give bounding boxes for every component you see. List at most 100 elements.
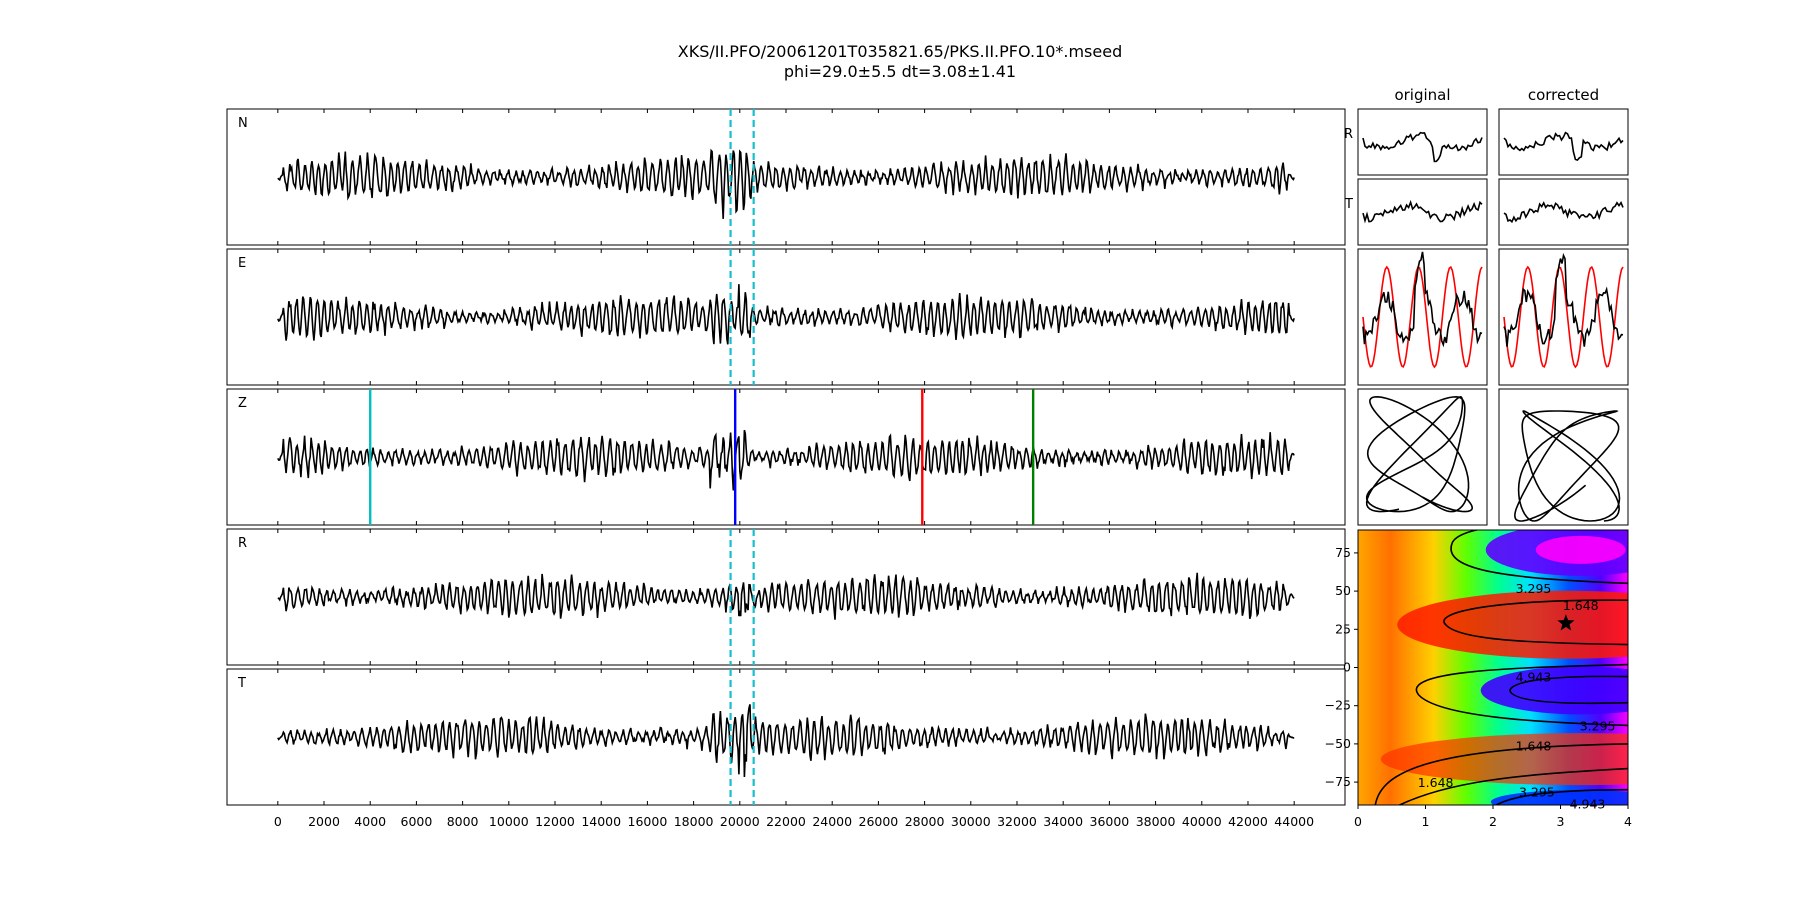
trace-axes-frame — [226, 528, 1346, 666]
column-title-corrected: corrected — [1528, 86, 1599, 104]
component-trace — [1503, 252, 1624, 347]
waveform-R — [277, 572, 1295, 620]
pm-panel-r3-c0 — [1357, 388, 1488, 526]
component-trace — [1362, 131, 1483, 163]
contour-3.295 — [1450, 530, 1628, 585]
x-tick-label: 14000 — [581, 814, 621, 829]
trace-label-T: T — [237, 676, 246, 691]
pm-panel-r1-c0 — [1357, 178, 1488, 246]
x-tick-label: 38000 — [1136, 814, 1176, 829]
pm-panel-r0-c0 — [1357, 108, 1488, 176]
trace-label-E: E — [238, 256, 246, 271]
trace-panel-Z: Z — [226, 388, 1346, 526]
trace-axes-frame — [226, 108, 1346, 246]
pm-panel-r0-c1 — [1498, 108, 1629, 176]
pm-axes-frame — [1357, 108, 1488, 176]
component-trace — [1362, 251, 1483, 348]
waveform-N — [277, 148, 1295, 219]
pm-panel-r1-c1 — [1498, 178, 1629, 246]
component-trace — [1362, 199, 1483, 224]
surface-y-tick-label: −25 — [1325, 698, 1351, 713]
surface-x-tick-label: 3 — [1557, 814, 1565, 829]
contour-label-text: 4.943 — [1516, 670, 1552, 685]
pm-panel-r2-c0 — [1357, 248, 1488, 386]
surface-y-tick-label: −50 — [1325, 736, 1351, 751]
error-surface — [1358, 530, 1628, 805]
waveform-E — [277, 284, 1295, 345]
pm-panel-r2-c1 — [1498, 248, 1629, 386]
waveform-T — [277, 704, 1295, 778]
contour-label: 3.295 — [1516, 581, 1552, 596]
surface-x-tick-label: 0 — [1354, 814, 1362, 829]
waveform-Z — [277, 429, 1295, 491]
x-tick-label: 18000 — [674, 814, 714, 829]
component-trace — [1503, 201, 1624, 224]
trace-label-N: N — [238, 116, 248, 131]
x-tick-label: 34000 — [1043, 814, 1083, 829]
surface-x-tick-label: 1 — [1422, 814, 1430, 829]
contour-label: 1.648 — [1516, 738, 1552, 753]
x-tick-label: 40000 — [1182, 814, 1222, 829]
pm-axes-frame — [1498, 108, 1629, 176]
trace-panel-R: R — [226, 528, 1346, 666]
x-tick-label: 20000 — [720, 814, 760, 829]
particle-motion-path — [1513, 410, 1621, 522]
trace-panel-E: E — [226, 248, 1346, 386]
trace-label-Z: Z — [238, 396, 247, 411]
contour-1.648 — [1374, 743, 1628, 805]
x-tick-label: 42000 — [1228, 814, 1268, 829]
trace-label-R: R — [238, 536, 247, 551]
pm-axes-frame — [1357, 178, 1488, 246]
surface-x-tick-label: 4 — [1624, 814, 1632, 829]
contour-1.648 — [1443, 599, 1628, 646]
x-tick-label: 4000 — [354, 814, 386, 829]
peak-region — [1535, 535, 1626, 564]
particle-motion-path — [1365, 395, 1474, 513]
surface-y-tick-label: 0 — [1343, 660, 1351, 675]
contour-label: 3.295 — [1580, 719, 1616, 734]
overlay-trace — [1362, 265, 1483, 369]
plot-title: XKS/II.PFO/20061201T035821.65/PKS.II.PFO… — [677, 42, 1123, 61]
surface-y-tick-label: 25 — [1335, 621, 1351, 636]
x-tick-label: 6000 — [401, 814, 433, 829]
x-tick-label: 12000 — [535, 814, 575, 829]
contour-1.648 — [1397, 767, 1628, 805]
column-title-original: original — [1394, 86, 1450, 104]
plot-subtitle: phi=29.0±5.5 dt=3.08±1.41 — [783, 62, 1017, 81]
trace-panel-T: T — [226, 668, 1346, 806]
surface-y-tick-label: 50 — [1335, 583, 1351, 598]
row-label-R: R — [1344, 127, 1353, 142]
contour-label: 4.943 — [1516, 670, 1552, 685]
minimum-region — [1397, 590, 1628, 659]
surface-y-tick-label: 75 — [1335, 545, 1351, 560]
contour-4.943 — [1509, 675, 1628, 705]
contour-3.295 — [1415, 663, 1628, 727]
best-fit-star — [1557, 614, 1575, 631]
x-tick-label: 26000 — [859, 814, 899, 829]
x-tick-label: 0 — [274, 814, 282, 829]
contour-label: 1.648 — [1418, 775, 1454, 790]
pm-panel-r3-c1 — [1498, 388, 1629, 526]
x-tick-label: 22000 — [766, 814, 806, 829]
contour-label: 3.295 — [1519, 784, 1555, 799]
contour-label-text: 1.648 — [1563, 598, 1599, 613]
x-tick-label: 28000 — [905, 814, 945, 829]
row-label-T: T — [1344, 197, 1353, 212]
contour-label-text: 4.943 — [1570, 796, 1606, 811]
x-tick-label: 44000 — [1274, 814, 1314, 829]
x-tick-label: 30000 — [951, 814, 991, 829]
x-tick-label: 36000 — [1090, 814, 1130, 829]
x-tick-label: 16000 — [628, 814, 668, 829]
contour-label: 1.648 — [1563, 598, 1599, 613]
contour-label-text: 1.648 — [1418, 775, 1454, 790]
x-tick-label: 10000 — [489, 814, 529, 829]
contour-label-text: 3.295 — [1516, 581, 1552, 596]
contour-3.295 — [1494, 788, 1628, 805]
surface-x-tick-label: 2 — [1489, 814, 1497, 829]
pm-axes-frame — [1357, 388, 1488, 526]
trace-panel-N: N — [226, 108, 1346, 246]
component-trace — [1503, 131, 1624, 162]
contour-label-text: 3.295 — [1519, 784, 1555, 799]
overlay-trace — [1503, 265, 1624, 369]
